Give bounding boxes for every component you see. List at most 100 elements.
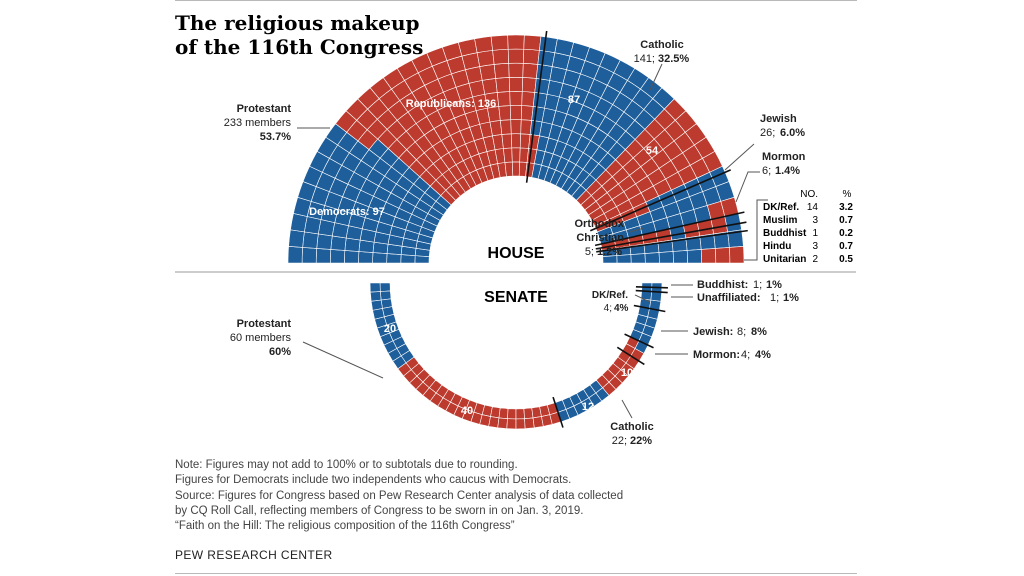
house-seat-protestant-republicans [507,48,525,64]
senate-jewish-annotation: Jewish: 8; 8% [693,326,767,338]
house-catholic-count: 141; [634,53,655,65]
house-seat-protestant-republicans [523,34,542,51]
senate-catholic-count: 22; [612,435,627,447]
senate-seat-protestant-republicans [497,417,508,430]
senate-seat-protestant-republicans [498,407,509,420]
house-mormon-name: Mormon [762,151,806,163]
house-label: HOUSE [488,245,545,262]
house-orthodox-pct: 1.2% [597,246,622,258]
senate-protestant-members: 60 members [230,332,292,344]
senate-unaffiliated-name: Unaffiliated: [697,292,761,304]
house-seat-other-democrats [644,252,660,264]
house-mormon-annotation: Mormon 6; 1.4% [762,151,806,177]
house-seat-protestant-democrats [302,231,319,249]
house-seat-protestant-republicans [504,161,514,177]
table-muslim-name: Muslim [763,215,798,226]
table-buddhist-no: 1 [812,228,818,239]
senate-jewish-name: Jewish: [693,326,733,338]
house-jewish-annotation: Jewish 26; 6.0% [760,113,805,139]
note-line-5: “Faith on the Hill: The religious compos… [175,520,515,533]
house-divider-after-protestant [525,30,548,183]
senate-catholic-annotation: Catholic 22; 22% [610,421,653,447]
house-seat-protestant-republicans [503,147,513,163]
house-seat-other-democrats [672,250,688,264]
house-seat-protestant-republicans [508,62,524,78]
note-line-2: Figures for Democrats include two indepe… [175,474,572,487]
house-seat-protestant-republicans [479,64,497,81]
house-seat-protestant-republicans [476,50,495,67]
senate-jewish-pct: 8% [751,326,767,338]
table-dk-ref-name: DK/Ref. [763,202,799,213]
house-seat-protestant-democrats [316,233,333,250]
note-line-1: Note: Figures may not add to 100% or to … [175,459,518,471]
leader-house-jewish [724,143,755,171]
senate-mormon-name: Mormon: [693,349,740,361]
senate-seat-chart [369,282,663,430]
house-divider-after-catholic [589,169,732,232]
house-catholic-name: Catholic [640,39,683,51]
house-catholic-democrats-label: 87 [568,94,580,106]
house-seat-protestant-democrats [330,235,347,251]
leader-house-orthodox [629,227,645,233]
house-catholic-pct: 32.5% [658,53,689,65]
house-seat-protestant-republicans [510,119,522,135]
senate-label: SENATE [484,289,548,306]
house-orthodox-count: 5; [585,246,594,258]
senate-divider-after-dk-ref [635,289,668,294]
house-seat-protestant-democrats [386,253,402,264]
house-seat-protestant-republicans [520,105,534,121]
senate-buddhist-pct: 1% [766,279,782,291]
senate-catholic-pct: 22% [630,435,652,447]
house-seat-protestant-republicans [522,63,539,79]
house-seat-protestant-republicans [511,161,521,177]
house-seat-protestant-republicans [511,147,521,163]
table-rows: DK/Ref. 14 3.2 Muslim 3 0.7 Buddhist 1 0.2 Hindu 3… [763,202,853,265]
house-jewish-name: Jewish [760,113,797,125]
house-seat-protestant-republicans [481,78,498,95]
senate-seat-protestant-republicans [507,408,517,420]
house-seat-other-republicans [700,248,717,264]
senate-dkref-count: 4; [604,303,612,314]
senate-dkref-pct: 4% [614,303,629,314]
senate-buddhist-count: 1; [753,279,762,291]
leader-lines [297,63,768,419]
senate-catholic-name: Catholic [610,421,653,433]
house-seat-protestant-republicans [501,133,513,149]
bottom-rule [175,573,857,574]
house-orthodox-annotation: Orthodox Christian 5; 1.2% [575,218,625,258]
house-orthodox-name-1: Orthodox [575,218,625,230]
senate-protestant-democrats-label: 20 [384,323,396,335]
senate-seat-protestant-republicans [515,408,525,420]
house-protestant-members: 233 members [224,117,292,129]
house-seat-protestant-democrats [358,251,374,264]
house-seat-protestant-republicans [507,34,525,50]
senate-seat-protestant-republicans [490,406,501,419]
house-seat-protestant-democrats [372,252,388,264]
leader-senate-protestant [302,341,384,379]
note-line-4: by CQ Roll Call, reflecting members of C… [175,504,584,517]
house-seat-protestant-republicans [522,48,540,65]
senate-mormon-pct: 4% [755,349,771,361]
senate-seat-protestant-republicans [523,407,534,420]
house-seat-protestant-republicans [498,105,512,121]
table-unitarian-no: 2 [812,254,818,265]
house-other-table: NO. % DK/Ref. 14 3.2 Muslim 3 0.7 Buddhist 1 0.2… [763,189,853,265]
senate-catholic-republicans-label: 10 [621,367,633,379]
house-seat-protestant-republicans [457,38,478,57]
house-seat-protestant-democrats [288,229,305,248]
house-seat-protestant-republicans [499,119,512,135]
senate-seat-protestant-democrats [379,290,392,301]
leader-house-mormon [735,171,760,203]
table-header-no: NO. [800,189,818,200]
senate-seat-protestant-republicans [506,418,517,430]
source-credit: PEW RESEARCH CENTER [175,548,333,562]
house-seat-protestant-republicans [492,48,510,65]
house-catholic-republicans-label: 54 [646,145,659,157]
senate-dkref-annotation: DK/Ref. 4; 4% [592,290,629,314]
house-seat-protestant-republicans [509,91,523,106]
house-protestant-name: Protestant [237,103,292,115]
house-catholic-annotation: Catholic 141; 32.5% [634,39,690,65]
house-protestant-pct: 53.7% [260,131,291,143]
leader-house-catholic [649,63,663,91]
house-seat-protestant-republicans [508,76,524,92]
